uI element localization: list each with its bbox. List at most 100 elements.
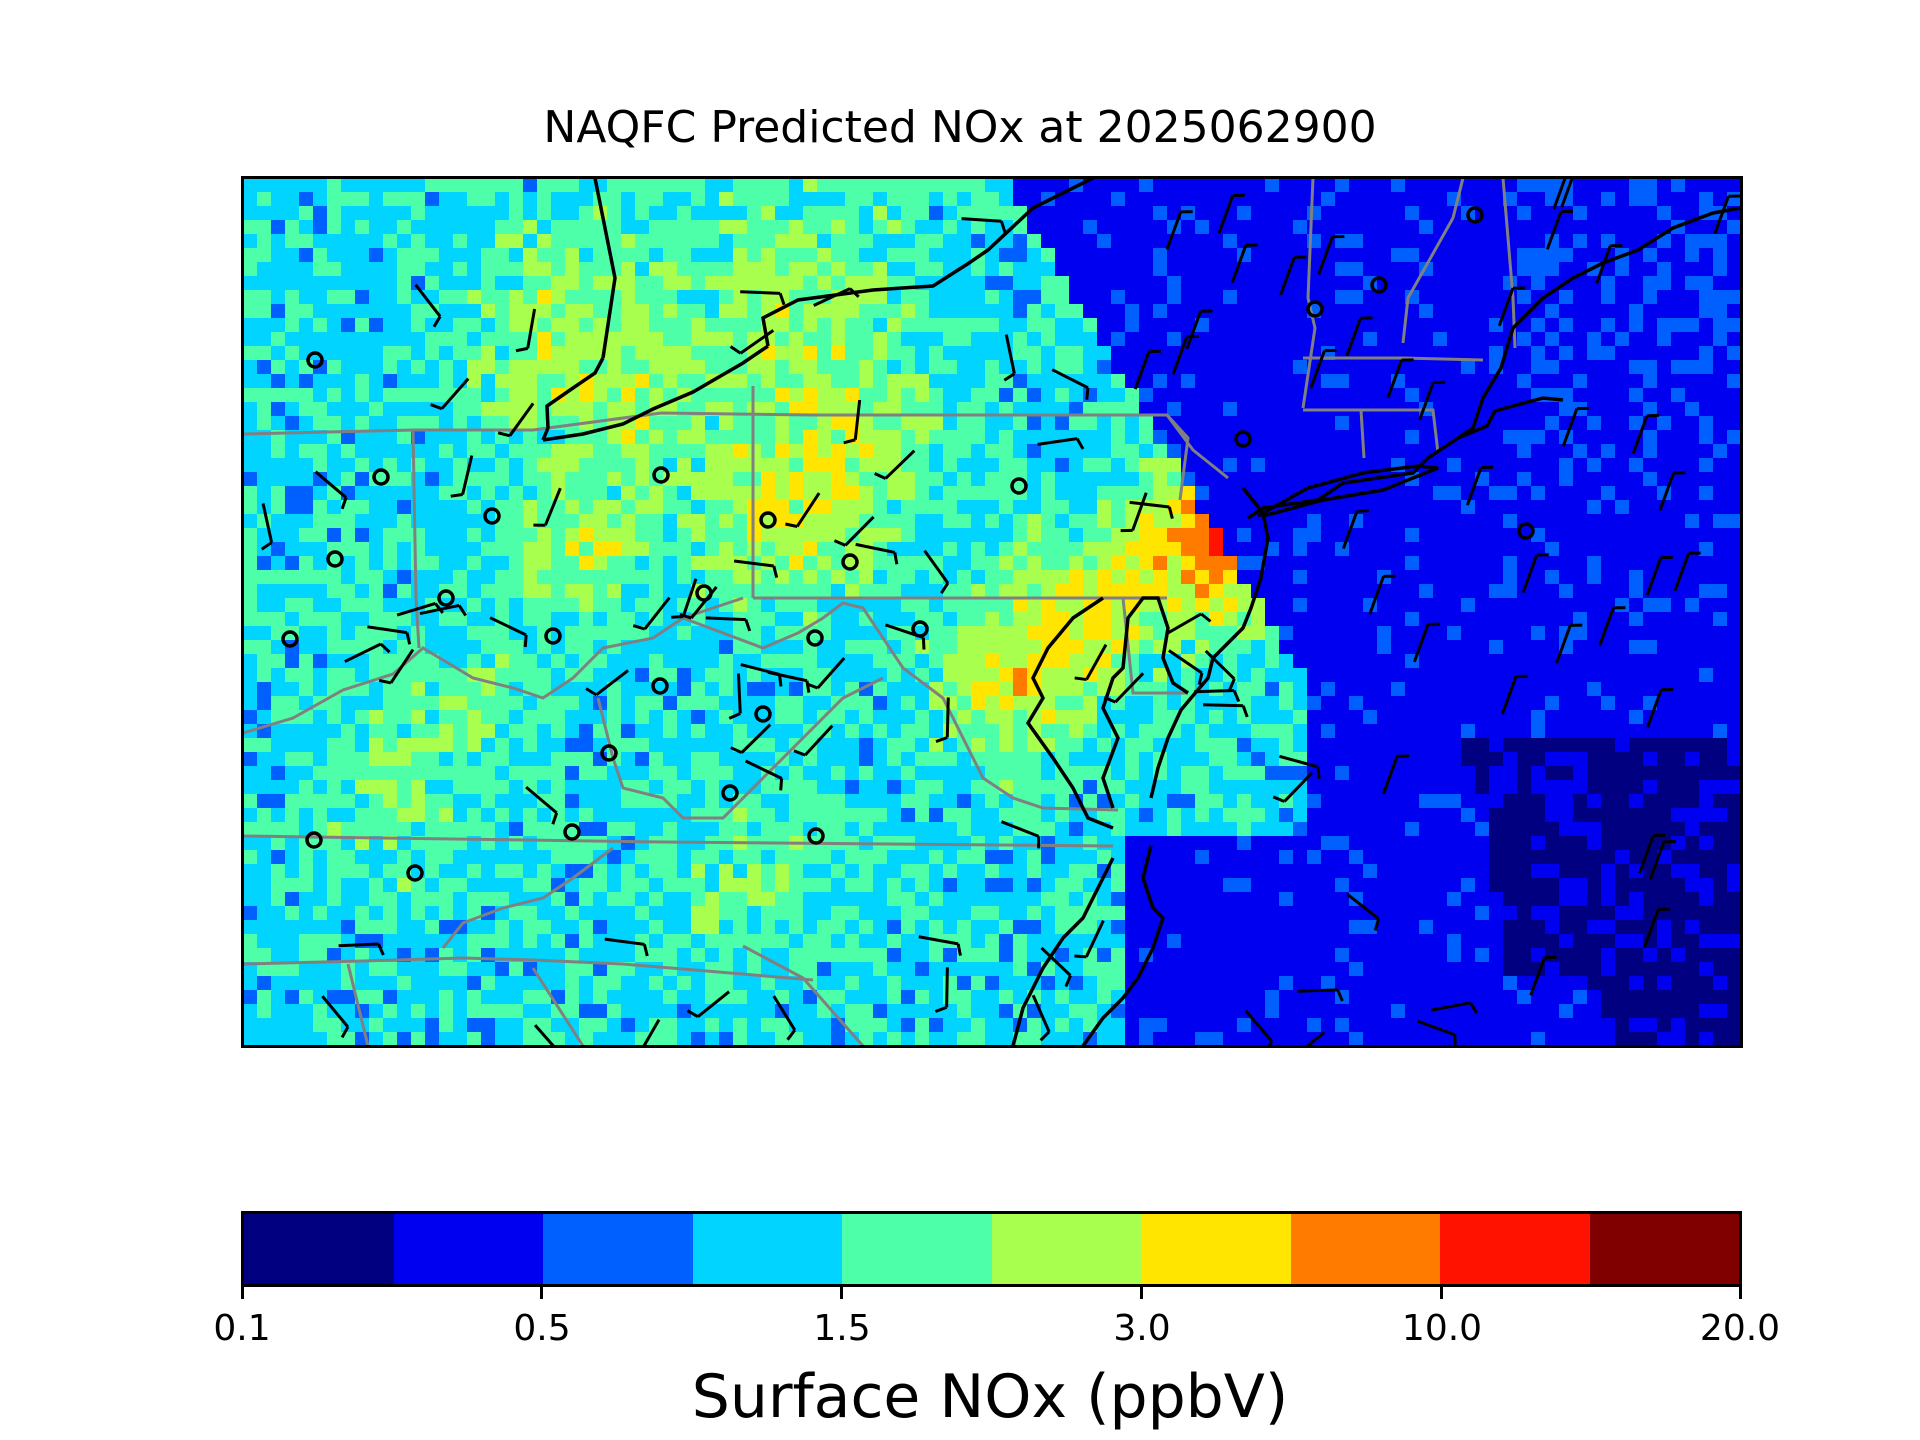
- wind-barb: [1412, 623, 1430, 663]
- state-border-ga: [346, 963, 585, 1046]
- wind-barb: [1418, 381, 1435, 421]
- wind-barb-flag: [1197, 672, 1204, 686]
- wind-barb-flag: [515, 346, 529, 353]
- monitor-site-marker: [1466, 206, 1484, 224]
- wind-barb-flag: [805, 682, 819, 690]
- wind-barb-flag: [1039, 1030, 1051, 1042]
- wind-barb: [1561, 408, 1579, 447]
- wind-barb: [1085, 643, 1108, 681]
- wind-barb: [1165, 612, 1202, 636]
- wind-barb-flag: [379, 642, 391, 654]
- wind-barb-flag: [1075, 437, 1085, 450]
- wind-barb: [1279, 256, 1296, 296]
- wind-barb-flag: [260, 541, 273, 551]
- wind-barb-flag: [1272, 795, 1285, 803]
- wind-barb-flag: [340, 1026, 350, 1039]
- nox-concentration-field: [243, 178, 1741, 1046]
- wind-barb: [961, 217, 1002, 223]
- wind-barb: [740, 723, 772, 754]
- wind-barb: [945, 967, 949, 1008]
- long-island-shoreline: [1257, 464, 1439, 518]
- wind-barb: [1341, 510, 1359, 550]
- wind-barb-flag: [1373, 918, 1381, 931]
- wind-barb-flag: [450, 493, 463, 498]
- wind-barb: [795, 492, 821, 528]
- wind-barb: [344, 642, 382, 663]
- wind-barb-flag: [779, 778, 784, 791]
- wind-barb: [1037, 437, 1078, 446]
- wind-barb: [1194, 688, 1235, 694]
- wind-barb: [1168, 649, 1203, 675]
- monitor-site-marker: [651, 677, 669, 695]
- wind-barb: [1133, 351, 1151, 390]
- wind-barb-flag: [1316, 766, 1321, 779]
- wind-barb-flag: [1267, 1040, 1274, 1046]
- wind-barb-flag: [921, 637, 926, 650]
- wind-barbs: [260, 178, 1741, 1046]
- wind-barb-flag: [772, 565, 779, 578]
- wind-barb-flag: [1074, 954, 1087, 959]
- wind-barb: [1031, 994, 1051, 1033]
- wind-barb-flag: [434, 602, 444, 614]
- wind-barb: [461, 455, 474, 495]
- colorbar-segment: [393, 1214, 543, 1284]
- wind-barb-flag: [730, 746, 743, 754]
- wind-barb: [1368, 575, 1385, 615]
- wind-barb-flag: [432, 315, 442, 328]
- wind-barb: [525, 785, 558, 815]
- wind-barb: [1598, 607, 1615, 646]
- wind-barb: [844, 515, 875, 547]
- wind-barb: [1114, 672, 1145, 704]
- wind-barb: [1297, 988, 1338, 993]
- wind-barb-flag: [833, 539, 847, 547]
- wind-barb: [1204, 649, 1236, 681]
- wind-barb-flag: [1232, 689, 1241, 703]
- east-coast-shoreline: [1247, 206, 1741, 520]
- monitor-site-marker: [721, 784, 739, 802]
- wind-barb-flag: [377, 943, 385, 956]
- monitor-site-marker: [695, 584, 713, 602]
- monitor-site-marker: [806, 629, 824, 647]
- wind-barb: [918, 935, 959, 946]
- colorbar-segment: [692, 1214, 842, 1284]
- monitor-site-marker: [1010, 477, 1028, 495]
- wind-barb: [508, 402, 535, 437]
- chesapeake-bay-west: [1025, 596, 1114, 830]
- wind-barb: [642, 1018, 661, 1046]
- state-border-nh-me: [1501, 178, 1517, 349]
- wind-barb-flag: [940, 582, 950, 594]
- wind-barb: [740, 663, 780, 676]
- wind-barb: [1386, 359, 1404, 399]
- map-panel: [243, 178, 1741, 1046]
- wind-barb: [1051, 368, 1089, 390]
- wind-barb: [1643, 908, 1660, 948]
- wind-barb: [1545, 211, 1563, 250]
- wind-barb: [1040, 946, 1072, 977]
- wind-barb-flag: [793, 749, 806, 757]
- state-border-oh-in: [411, 429, 421, 649]
- wind-barb: [740, 290, 781, 295]
- monitor-site-marker: [437, 589, 455, 607]
- wind-barb-flag: [1085, 387, 1090, 400]
- wind-barb-flag: [1074, 676, 1087, 682]
- wind-barb: [1129, 500, 1170, 509]
- wind-barb: [1217, 195, 1235, 234]
- wind-barb: [321, 995, 350, 1028]
- wind-barb-flag: [934, 1005, 948, 1013]
- wind-barb: [884, 449, 916, 480]
- wind-barb: [1500, 675, 1518, 715]
- wind-barb: [1230, 244, 1248, 284]
- monitor-site-marker: [305, 831, 323, 849]
- wind-barb: [1085, 919, 1105, 958]
- monitor-site-marker: [1306, 300, 1324, 318]
- monitor-site-marker: [306, 351, 324, 369]
- colorbar-segment: [543, 1214, 693, 1284]
- wind-barb: [643, 596, 671, 630]
- wind-barb: [1658, 472, 1675, 512]
- wind-barb: [1203, 703, 1244, 708]
- state-border-ct-ri: [1303, 408, 1440, 459]
- colorbar-tick: [1440, 1287, 1443, 1299]
- wind-barb-flag: [785, 522, 798, 528]
- wind-barb: [853, 399, 862, 440]
- colorbar: [241, 1211, 1742, 1287]
